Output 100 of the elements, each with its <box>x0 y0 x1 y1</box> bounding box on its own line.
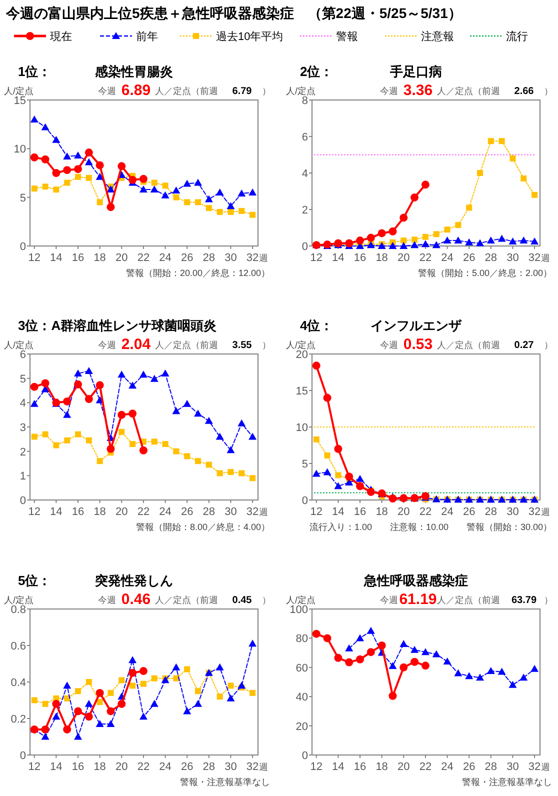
text: 警報（開始：5.00／終息：2.00） <box>418 268 552 278</box>
point <box>476 239 484 246</box>
point <box>74 732 82 740</box>
point <box>63 397 72 406</box>
point <box>30 382 38 391</box>
x-tick-label: 20 <box>116 252 128 264</box>
point <box>52 136 60 143</box>
point <box>184 453 190 460</box>
text: 警報（開始：8.00／終息：4.00） <box>136 522 270 532</box>
point <box>108 690 114 696</box>
point <box>150 700 158 707</box>
y-tick-label: 8 <box>302 95 308 107</box>
text: 警報 <box>336 31 358 43</box>
y-axis-title: 人/定点 <box>4 595 34 605</box>
point <box>488 138 494 144</box>
legend-label: 過去10年平均 <box>216 30 284 43</box>
point <box>52 712 60 720</box>
point <box>139 370 148 378</box>
point <box>378 229 386 238</box>
point <box>216 470 223 476</box>
point <box>63 410 72 418</box>
x-tick-label: 18 <box>94 506 106 518</box>
text: 63.79 <box>511 595 537 606</box>
x-tick-label: 18 <box>94 252 106 264</box>
point <box>238 419 246 426</box>
y-tick-label: 20 <box>296 349 308 361</box>
x-tick-label: 26 <box>180 761 194 773</box>
point <box>172 186 180 194</box>
x-tick-label: 30 <box>506 761 519 773</box>
point <box>106 720 115 727</box>
point <box>248 640 257 647</box>
point <box>366 626 375 634</box>
text: 今週 <box>98 595 116 605</box>
point <box>130 682 136 689</box>
point <box>139 446 148 454</box>
point <box>173 194 180 200</box>
point <box>410 646 419 653</box>
y-tick-label: 0.2 <box>10 714 26 726</box>
x-tick-label: 14 <box>332 761 344 773</box>
text: ） <box>262 340 271 350</box>
chart-title: 感染性胃腸炎 <box>94 64 173 79</box>
point <box>172 407 180 414</box>
point <box>63 166 72 174</box>
x-tick-label: 20 <box>398 761 410 773</box>
text: 警報・注意報基準なし <box>180 777 270 787</box>
x-tick-label: 32 <box>246 252 259 264</box>
point <box>74 707 82 716</box>
y-tick-label: 5 <box>20 192 26 204</box>
point <box>74 165 82 174</box>
point <box>161 191 170 198</box>
x-tick-label: 14 <box>50 252 62 264</box>
point <box>334 654 342 662</box>
y-tick-label: 2 <box>302 204 308 216</box>
legend-label: 現在 <box>50 31 72 43</box>
point <box>74 380 82 388</box>
point <box>63 152 72 160</box>
point <box>334 482 342 490</box>
point <box>238 470 245 476</box>
point <box>75 431 81 438</box>
point <box>42 431 48 438</box>
point <box>444 226 450 233</box>
x-tick-label: 32 <box>528 506 541 518</box>
point <box>323 634 332 642</box>
point <box>226 446 235 454</box>
point <box>118 677 125 684</box>
point <box>151 438 158 445</box>
x-tick-label: 24 <box>159 252 172 264</box>
y-axis-title: 人/定点 <box>4 340 34 350</box>
point <box>432 650 440 658</box>
point <box>312 362 320 370</box>
text: 3.55 <box>232 340 252 351</box>
point <box>162 182 168 189</box>
point <box>388 692 397 700</box>
point <box>128 410 137 418</box>
text: ） <box>544 340 553 350</box>
point <box>84 158 93 166</box>
point <box>323 468 332 476</box>
chart-title: 手足口病 <box>389 64 442 79</box>
chart-title: 突発性発しん <box>94 573 173 588</box>
y-tick-label: 100 <box>290 604 308 616</box>
chart-subtitle: 5位： <box>18 573 52 588</box>
chart-subtitle: 3位： <box>18 318 52 333</box>
point <box>366 488 375 496</box>
point <box>118 370 126 378</box>
point <box>139 667 148 676</box>
point <box>64 180 70 186</box>
x-tick-label: 18 <box>376 761 388 773</box>
x-tick-label: 16 <box>354 506 366 518</box>
point <box>183 707 192 714</box>
point <box>53 442 60 448</box>
point <box>216 694 223 700</box>
y-tick-label: 0 <box>20 241 26 253</box>
y-tick-label: 0.8 <box>10 604 26 616</box>
x-tick-label: 24 <box>159 506 172 518</box>
point <box>128 176 137 184</box>
point <box>106 444 115 453</box>
point <box>356 474 364 482</box>
text: ） <box>544 595 553 605</box>
y-axis-title: 人/定点 <box>4 86 34 96</box>
point <box>150 374 158 382</box>
